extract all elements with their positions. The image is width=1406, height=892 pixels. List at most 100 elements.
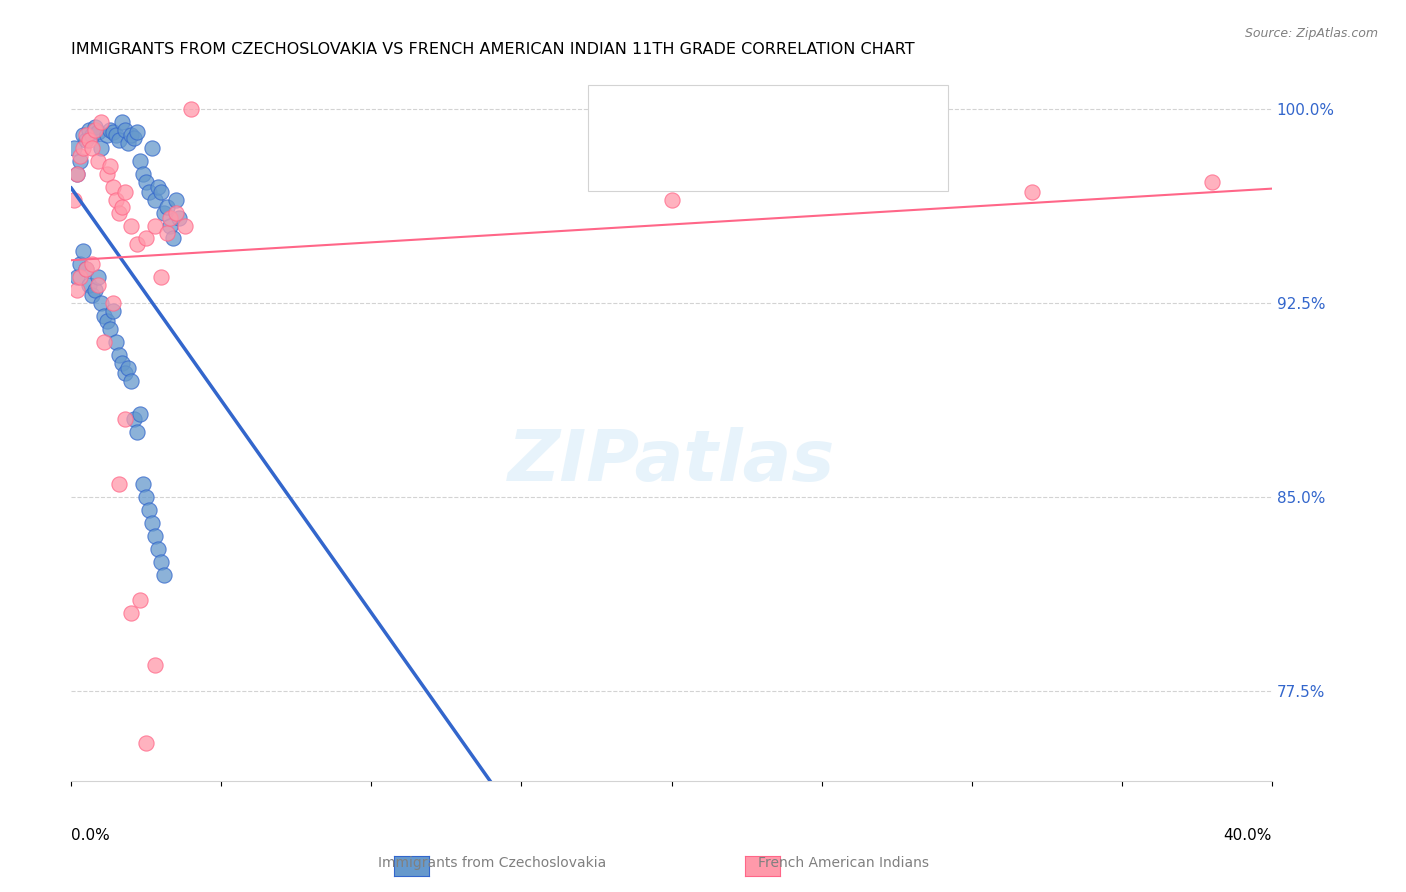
Point	[103, 296, 125, 310]
Point	[96, 128, 118, 142]
Point	[87, 153, 110, 168]
Point	[124, 130, 146, 145]
Point	[111, 355, 134, 369]
Point	[165, 205, 187, 219]
Text: Source: ZipAtlas.com: Source: ZipAtlas.com	[1244, 27, 1378, 40]
Point	[150, 185, 173, 199]
Point	[148, 179, 170, 194]
Point	[159, 211, 181, 225]
Point	[72, 128, 94, 142]
Point	[143, 529, 166, 543]
Point	[120, 607, 142, 621]
Point	[129, 593, 152, 607]
Point	[72, 244, 94, 259]
Point	[103, 303, 125, 318]
Point	[150, 555, 173, 569]
Point	[87, 270, 110, 285]
Point	[108, 133, 131, 147]
Point	[135, 175, 157, 189]
Point	[150, 270, 173, 285]
Point	[165, 193, 187, 207]
Point	[120, 128, 142, 142]
Text: IMMIGRANTS FROM CZECHOSLOVAKIA VS FRENCH AMERICAN INDIAN 11TH GRADE CORRELATION : IMMIGRANTS FROM CZECHOSLOVAKIA VS FRENCH…	[72, 42, 915, 57]
Point	[96, 314, 118, 328]
Point	[66, 167, 89, 181]
Point	[132, 167, 155, 181]
Point	[127, 425, 149, 440]
Point	[111, 115, 134, 129]
Point	[124, 412, 146, 426]
Point	[141, 141, 163, 155]
Point	[84, 120, 107, 135]
Text: Immigrants from Czechoslovakia: Immigrants from Czechoslovakia	[378, 855, 606, 870]
Point	[93, 334, 115, 349]
Text: 0.0%: 0.0%	[72, 828, 110, 843]
Text: French American Indians: French American Indians	[758, 855, 929, 870]
Point	[141, 516, 163, 530]
Point	[98, 322, 121, 336]
FancyBboxPatch shape	[588, 85, 948, 191]
Point	[180, 102, 202, 116]
Point	[84, 283, 107, 297]
Point	[153, 567, 176, 582]
Point	[159, 219, 181, 233]
Legend: R =  0.311   N = 65, R = 0.040   N = 43: R = 0.311 N = 65, R = 0.040 N = 43	[643, 87, 882, 160]
Point	[69, 149, 91, 163]
Point	[156, 201, 179, 215]
Point	[129, 407, 152, 421]
Point	[162, 231, 184, 245]
Point	[105, 128, 128, 142]
Point	[114, 366, 136, 380]
Point	[143, 193, 166, 207]
Point	[75, 133, 97, 147]
Point	[98, 123, 121, 137]
Point	[84, 123, 107, 137]
Point	[108, 348, 131, 362]
Point	[169, 211, 191, 225]
Point	[117, 136, 139, 150]
Point	[96, 167, 118, 181]
Point	[156, 227, 179, 241]
Point	[69, 270, 91, 285]
Point	[143, 219, 166, 233]
Point	[114, 412, 136, 426]
Point	[72, 141, 94, 155]
Point	[63, 141, 86, 155]
Point	[75, 128, 97, 142]
Point	[138, 185, 160, 199]
Point	[135, 231, 157, 245]
Point	[153, 205, 176, 219]
Point	[127, 236, 149, 251]
Point	[105, 193, 128, 207]
Point	[87, 126, 110, 140]
Point	[77, 133, 100, 147]
Point	[103, 179, 125, 194]
Point	[69, 153, 91, 168]
Point	[69, 257, 91, 271]
Point	[103, 126, 125, 140]
Point	[82, 257, 104, 271]
Point	[135, 735, 157, 749]
Point	[66, 167, 89, 181]
Point	[75, 262, 97, 277]
Point	[77, 278, 100, 293]
Point	[143, 658, 166, 673]
Text: ZIPatlas: ZIPatlas	[508, 427, 835, 496]
Point	[105, 334, 128, 349]
Point	[1201, 175, 1223, 189]
Point	[82, 288, 104, 302]
Point	[135, 490, 157, 504]
Point	[129, 153, 152, 168]
Point	[108, 205, 131, 219]
Point	[114, 185, 136, 199]
Point	[98, 159, 121, 173]
Point	[1021, 185, 1043, 199]
Point	[127, 126, 149, 140]
Point	[90, 115, 112, 129]
Point	[75, 262, 97, 277]
Point	[82, 128, 104, 142]
Point	[114, 123, 136, 137]
Text: 40.0%: 40.0%	[1223, 828, 1272, 843]
Point	[108, 477, 131, 491]
Point	[93, 309, 115, 323]
